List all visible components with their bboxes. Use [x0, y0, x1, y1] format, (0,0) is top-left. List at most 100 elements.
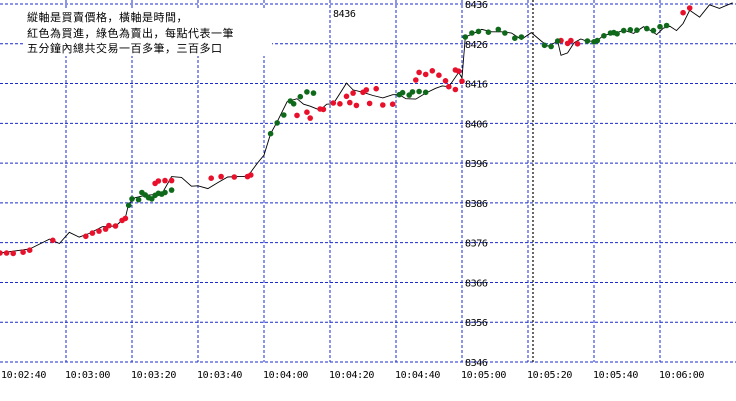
buy-trade-dot [363, 87, 370, 93]
sell-trade-dot [409, 89, 416, 95]
x-tick-label: 10:05:20 [527, 370, 572, 381]
x-tick-label: 10:03:40 [197, 370, 242, 381]
grid [0, 0, 736, 363]
buy-trade-dot [452, 86, 459, 93]
y-tick-label: 8366 [465, 278, 488, 289]
annotation-line-2: 紅色為買進，綠色為賣出，每點代表一筆 [27, 26, 234, 40]
sell-trade-dot [149, 196, 155, 202]
sell-trade-dot [267, 130, 274, 137]
sell-trade-dot [650, 27, 657, 34]
sell-trade-dot [601, 33, 607, 39]
y-tick-label: 8396 [465, 159, 488, 170]
sell-trade-dot [297, 93, 304, 100]
buy-trade-dot [96, 228, 102, 234]
buy-trade-dot [294, 112, 300, 119]
x-tick-label: 10:03:20 [131, 370, 176, 381]
buy-trade-dot [436, 72, 442, 78]
buy-trade-dot [307, 115, 314, 121]
sell-trade-dot [304, 89, 310, 95]
sell-trade-dot [416, 88, 422, 95]
buy-trade-dot [208, 175, 214, 181]
annotation-line-3: 五分鐘內總共交易一百多筆，三百多口 [27, 41, 223, 55]
buy-trade-dot [168, 177, 175, 184]
x-tick-labels: 10:02:40 10:03:00 10:03:20 10:03:40 10:04:00… [1, 370, 705, 381]
buy-trade-dot [413, 77, 419, 83]
sell-trade-dot [475, 28, 482, 35]
buy-trade-dot [50, 237, 56, 244]
buy-trade-dot [112, 223, 119, 229]
y-tick-label: 8416 [465, 80, 488, 91]
buy-trade-dot [680, 9, 686, 16]
buy-trade-dot [20, 249, 26, 255]
buy-trade-dot [330, 100, 337, 106]
buy-trade-dot [373, 85, 380, 92]
sell-trade-dot [548, 43, 554, 50]
sell-trade-dot [554, 38, 561, 44]
buy-trade-dot [446, 83, 452, 90]
sell-trade-dot [310, 90, 317, 96]
buy-trade-dot [0, 250, 3, 256]
annotation-box: 縱軸是買賣價格，橫軸是時間， 紅色為買進，綠色為賣出，每點代表一筆 五分鐘內總共… [24, 8, 272, 56]
buy-trade-dot [366, 100, 373, 107]
sell-trade-dot [614, 31, 620, 37]
sell-trade-dot [584, 38, 591, 44]
sell-trade-dot [125, 202, 132, 209]
sell-trade-dot [663, 22, 670, 29]
x-tick-label: 10:04:40 [395, 370, 440, 381]
buy-trade-dot [337, 101, 343, 107]
trade-dots [0, 5, 693, 257]
buy-trade-dot [3, 250, 10, 256]
buy-trade-dot [102, 226, 109, 232]
sell-trade-dot [168, 187, 175, 193]
x-tick-label: 10:04:00 [263, 370, 308, 381]
x-tick-label: 10:05:00 [461, 370, 506, 381]
buy-trade-dot [442, 78, 449, 84]
y-tick-label: 8386 [465, 199, 488, 210]
x-tick-label: 10:03:00 [65, 370, 110, 381]
buy-trade-dot [155, 178, 162, 184]
buy-trade-dot [429, 68, 436, 74]
buy-trade-dot [686, 5, 693, 11]
sell-trade-dot [162, 189, 168, 196]
annotation-background [24, 8, 272, 56]
y-tick-label: 8376 [465, 239, 488, 250]
x-tick-label: 10:02:40 [1, 370, 46, 381]
buy-trade-dot [231, 174, 238, 180]
sell-trade-dot [541, 42, 548, 49]
sell-trade-dot [495, 26, 502, 33]
buy-trade-dot [83, 233, 89, 240]
sell-trade-dot [462, 34, 469, 40]
buy-trade-dot [343, 93, 350, 100]
buy-trade-dot [389, 101, 396, 107]
buy-trade-dot [10, 250, 16, 257]
buy-trade-dot [380, 102, 386, 108]
buy-trade-dot [416, 69, 422, 76]
buy-trade-dot [304, 109, 310, 115]
buy-trade-dot [574, 41, 581, 47]
y-tick-label: 8346 [465, 358, 488, 369]
sell-trade-dot [485, 29, 492, 35]
buy-trade-dot [353, 102, 360, 109]
buy-trade-dot [422, 71, 429, 78]
sell-trade-dot [274, 120, 281, 126]
x-tick-label: 10:06:00 [659, 370, 704, 381]
sell-trade-dot [512, 35, 518, 41]
sell-trade-dot [290, 101, 297, 107]
x-tick-label: 10:04:20 [329, 370, 374, 381]
sell-trade-dot [469, 30, 475, 36]
sell-trade-dot [281, 112, 287, 118]
y-tick-label: 8406 [465, 119, 488, 130]
buy-trade-dot [122, 215, 129, 222]
sell-trade-dot [518, 34, 525, 40]
buy-trade-dot [248, 172, 254, 178]
buy-trade-dot [26, 247, 33, 253]
sell-trade-dot [627, 27, 634, 33]
sell-trade-dot [399, 89, 406, 96]
buy-trade-dot [350, 90, 356, 96]
buy-trade-dot [162, 177, 168, 184]
buy-trade-dot [218, 173, 224, 180]
buy-trade-dot [106, 222, 112, 229]
buy-trade-dot [459, 78, 465, 84]
